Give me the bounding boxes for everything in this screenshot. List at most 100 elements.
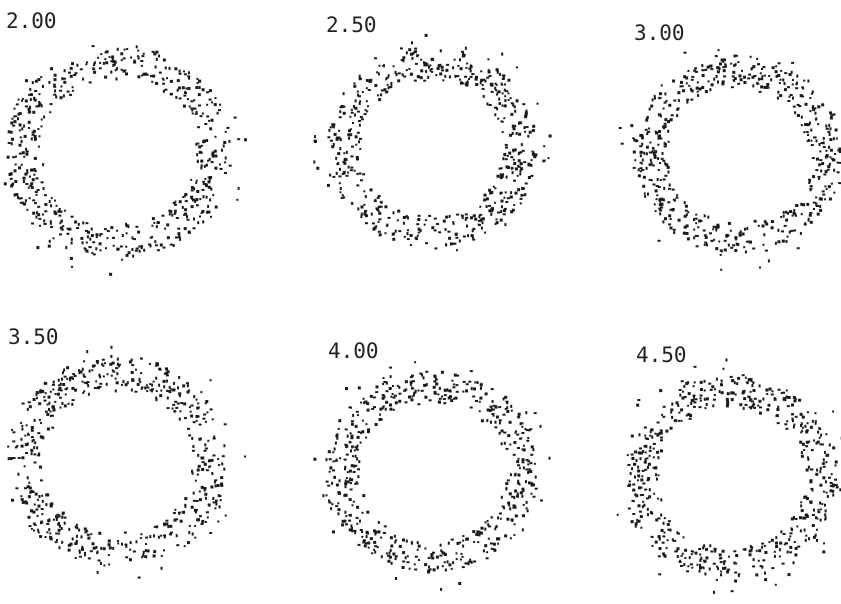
scatter-point: [174, 67, 178, 71]
scatter-point: [385, 78, 388, 81]
scatter-point: [369, 537, 373, 541]
scatter-point: [737, 82, 741, 85]
scatter-point: [205, 469, 209, 472]
scatter-point: [359, 116, 363, 118]
scatter-point: [410, 541, 413, 545]
scatter-point: [812, 535, 816, 539]
scatter-point: [777, 90, 780, 94]
scatter-point: [363, 190, 366, 193]
scatter-point: [817, 105, 821, 109]
scatter-point: [661, 541, 665, 544]
scatter-point: [25, 147, 28, 151]
scatter-point: [111, 369, 114, 372]
scatter-point: [465, 66, 468, 69]
scatter-point: [166, 236, 170, 240]
scatter-point: [630, 520, 634, 524]
scatter-point: [790, 229, 794, 232]
scatter-point: [116, 67, 118, 71]
scatter-point: [721, 549, 725, 553]
scatter-point: [770, 226, 774, 230]
scatter-point: [338, 419, 342, 423]
scatter-point: [80, 236, 84, 240]
scatter-point: [695, 86, 699, 90]
scatter-point: [345, 477, 348, 480]
scatter-point: [137, 56, 140, 60]
scatter-point: [504, 408, 507, 410]
scatter-point: [31, 222, 35, 225]
scatter-point: [356, 131, 360, 134]
scatter-point: [675, 549, 678, 553]
scatter-point: [108, 56, 111, 59]
scatter-point: [519, 197, 523, 200]
scatter-point: [29, 87, 32, 91]
scatter-point: [237, 186, 240, 190]
scatter-point: [531, 150, 534, 153]
scatter-point: [49, 532, 52, 535]
scatter-point: [669, 208, 673, 211]
scatter-point: [669, 528, 672, 532]
scatter-point: [513, 204, 516, 207]
scatter-point: [825, 127, 829, 130]
scatter-point: [749, 390, 752, 393]
scatter-point: [789, 545, 793, 549]
scatter-point: [764, 571, 766, 575]
scatter-point: [793, 516, 795, 519]
scatter-point: [93, 70, 97, 74]
scatter-point: [412, 51, 415, 55]
scatter-point: [664, 143, 667, 147]
scatter-point: [145, 73, 149, 76]
scatter-point: [54, 212, 58, 216]
scatter-point: [744, 376, 747, 379]
scatter-point: [198, 145, 202, 149]
scatter-point: [522, 514, 525, 518]
scatter-point: [833, 191, 836, 194]
scatter-point: [700, 220, 703, 223]
scatter-point: [192, 198, 196, 202]
scatter-point: [338, 182, 341, 185]
scatter-point: [696, 81, 699, 84]
scatter-point: [55, 532, 58, 535]
scatter-point: [33, 529, 36, 532]
scatter-point: [70, 215, 74, 218]
scatter-point: [16, 444, 19, 447]
scatter-point: [191, 449, 195, 452]
scatter-point: [800, 509, 804, 513]
scatter-point: [29, 510, 33, 513]
scatter-point: [393, 534, 396, 538]
scatter-point: [657, 535, 661, 539]
scatter-point: [408, 68, 411, 70]
scatter-point: [186, 384, 189, 388]
scatter-point: [61, 511, 65, 515]
scatter-point: [747, 77, 751, 80]
scatter-point: [470, 234, 474, 238]
scatter-point: [521, 528, 524, 532]
scatter-point: [115, 367, 119, 370]
scatter-point: [650, 104, 654, 108]
scatter-point: [57, 378, 60, 382]
scatter-point: [99, 375, 102, 379]
scatter-point: [734, 393, 737, 396]
scatter-point: [722, 58, 726, 61]
scatter-point: [322, 494, 325, 498]
scatter-point: [17, 117, 19, 121]
scatter-point: [95, 247, 98, 251]
scatter-point: [201, 188, 205, 191]
scatter-point: [194, 199, 197, 203]
scatter-point: [348, 519, 352, 522]
scatter-point: [533, 155, 537, 159]
scatter-point: [62, 371, 64, 375]
scatter-panel-5: [313, 361, 551, 591]
scatter-point: [727, 243, 730, 247]
scatter-point: [416, 548, 419, 551]
scatter-point: [342, 170, 346, 174]
scatter-point: [356, 522, 359, 525]
scatter-point: [642, 184, 646, 188]
scatter-point: [514, 431, 517, 434]
scatter-point: [717, 225, 720, 229]
scatter-point: [515, 430, 518, 433]
scatter-point: [168, 212, 171, 216]
scatter-point: [519, 162, 523, 165]
scatter-point: [477, 541, 480, 544]
scatter-point: [183, 402, 187, 406]
scatter-point: [716, 66, 720, 70]
